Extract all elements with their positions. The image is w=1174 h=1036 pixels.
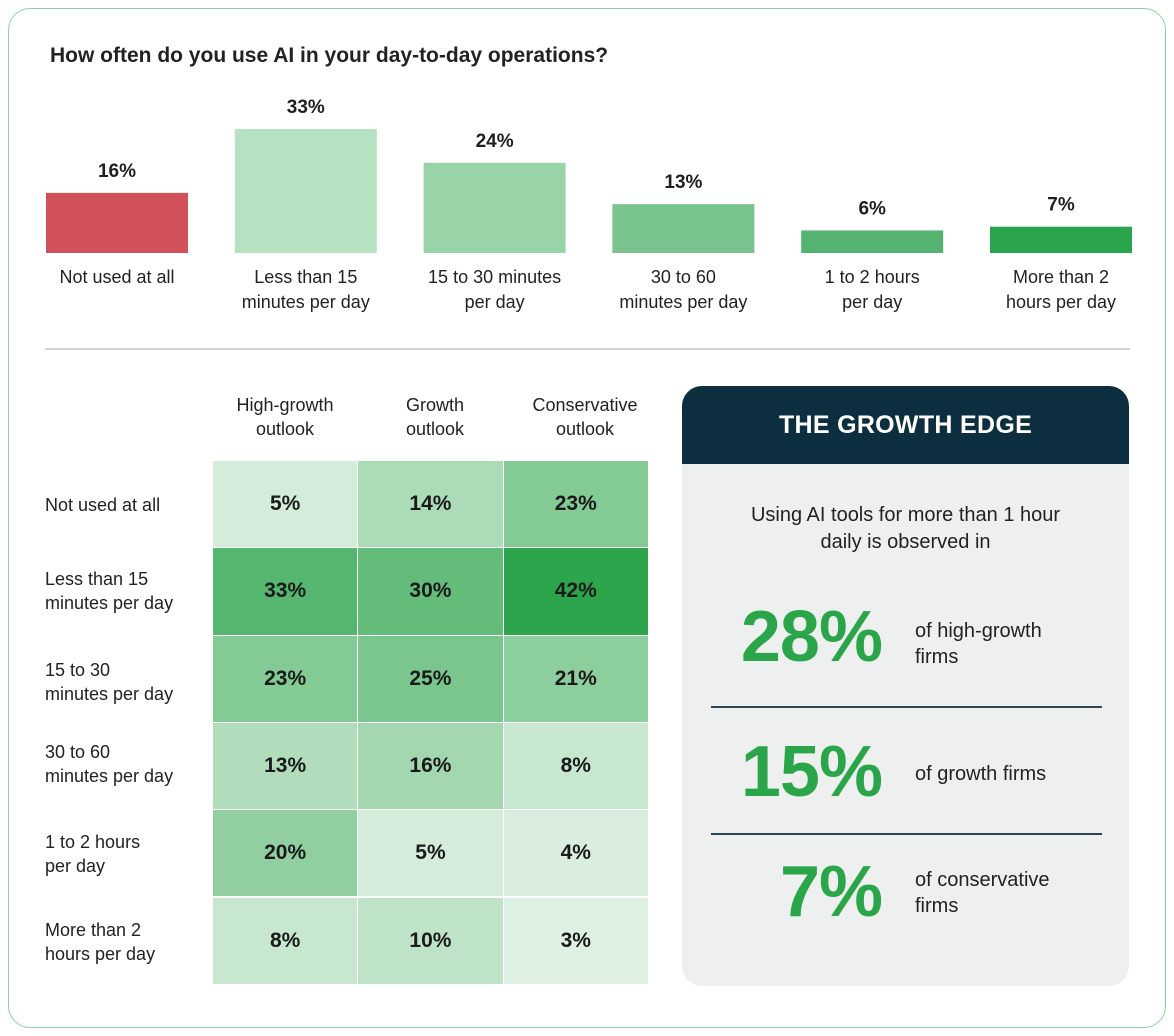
stat-label-line: firms: [915, 646, 959, 668]
stat-value-high-growth: 28%: [740, 597, 883, 677]
col-header-line: outlook: [405, 419, 465, 439]
row-label-line: 15 to 30: [45, 660, 111, 680]
row-label-15-30: 15 to 30 minutes per day: [45, 658, 210, 706]
heatmap-cell: 5%: [358, 810, 504, 898]
stat-label-conservative: of conservative firms: [915, 867, 1115, 919]
stat-divider: [711, 833, 1102, 835]
heatmap-cell: 3%: [503, 897, 649, 985]
stat-value-conservative: 7%: [779, 852, 883, 932]
row-label-line: Not used at all: [45, 495, 161, 515]
bar-value-label: 13%: [664, 172, 702, 193]
row-label-line: minutes per day: [45, 593, 174, 613]
col-header-growth: Growth outlook: [360, 393, 510, 441]
row-label-not-used: Not used at all: [45, 493, 210, 517]
intro-line: Using AI tools for more than 1 hour: [750, 504, 1061, 526]
row-label-more-2: More than 2 hours per day: [45, 918, 210, 966]
heatmap-cell: 30%: [358, 548, 504, 636]
bar-category-label: minutes per day: [242, 292, 370, 312]
bar-category-label: per day: [465, 292, 525, 312]
row-label-line: per day: [45, 856, 106, 876]
bar-category-label: 15 to 30 minutes: [428, 267, 561, 287]
section-divider: [45, 348, 1130, 350]
page-title: How often do you use AI in your day-to-d…: [50, 44, 609, 67]
row-label-1-2-hours: 1 to 2 hours per day: [45, 830, 210, 878]
heatmap-cell: 10%: [358, 897, 504, 985]
growth-edge-title: THE GROWTH EDGE: [682, 386, 1129, 464]
stat-label-growth: of growth firms: [915, 761, 1115, 787]
col-header-high-growth: High-growth outlook: [210, 393, 360, 441]
stat-label-high-growth: of high-growth firms: [915, 618, 1115, 670]
bar-4: [801, 230, 944, 253]
row-label-line: Less than 15: [45, 569, 149, 589]
row-label-line: minutes per day: [45, 766, 174, 786]
row-label-less-15: Less than 15 minutes per day: [45, 567, 210, 615]
heatmap-cell: 42%: [503, 548, 649, 636]
bar-category-label: minutes per day: [619, 292, 747, 312]
heatmap-cell: 33%: [213, 548, 359, 636]
heatmap-cell: 13%: [213, 722, 359, 811]
bar-category-label: hours per day: [1006, 292, 1116, 312]
bar-value-label: 6%: [858, 198, 886, 219]
stat-label-line: of high-growth: [915, 620, 1042, 642]
row-label-line: hours per day: [45, 944, 156, 964]
heatmap-cell: 23%: [213, 635, 359, 723]
bar-chart: 16% Not used at all 33% Less than 15 minutes…: [46, 97, 1132, 312]
growth-edge-intro: Using AI tools for more than 1 hour dail…: [682, 502, 1129, 556]
stat-label-line: of growth firms: [915, 763, 1047, 785]
bar-category-label: Not used at all: [59, 267, 174, 287]
stat-divider: [711, 706, 1102, 708]
row-label-line: 1 to 2 hours: [45, 832, 141, 852]
bar-category-label: More than 2: [1013, 267, 1109, 287]
heatmap-cell: 23%: [503, 461, 649, 549]
row-label-line: More than 2: [45, 920, 142, 940]
heatmap-cell: 20%: [213, 810, 359, 898]
stat-label-line: of conservative: [915, 869, 1050, 891]
bar-1: [234, 129, 377, 253]
growth-edge-panel: THE GROWTH EDGE Using AI tools for more …: [682, 386, 1129, 986]
intro-line: daily is observed in: [820, 531, 991, 553]
row-label-line: minutes per day: [45, 684, 174, 704]
heatmap-cell: 16%: [358, 722, 504, 811]
bar-category-label: 1 to 2 hours: [825, 267, 920, 287]
bar-value-label: 7%: [1047, 195, 1075, 216]
bar-category-label: per day: [842, 292, 902, 312]
bar-2: [423, 162, 566, 253]
heatmap-cell: 4%: [503, 810, 649, 898]
col-header-line: High-growth: [236, 395, 334, 415]
bar-0: [46, 192, 188, 253]
bar-category-label: 30 to 60: [651, 267, 716, 287]
col-header-line: outlook: [255, 419, 315, 439]
bar-value-label: 33%: [287, 97, 325, 118]
bar-value-label: 16%: [98, 161, 136, 182]
heatmap-cell: 8%: [503, 722, 649, 811]
stat-label-line: firms: [915, 895, 959, 917]
col-header-line: outlook: [555, 419, 615, 439]
heatmap-cell: 14%: [358, 461, 504, 549]
heatmap-cell: 25%: [358, 635, 504, 723]
stat-value-growth: 15%: [740, 732, 883, 812]
row-label-30-60: 30 to 60 minutes per day: [45, 740, 210, 788]
heatmap-cell: 21%: [503, 635, 649, 723]
col-header-line: Growth: [405, 395, 465, 415]
row-label-line: 30 to 60: [45, 742, 111, 762]
col-header-conservative: Conservative outlook: [510, 393, 660, 441]
bar-category-label: Less than 15: [254, 267, 357, 287]
bar-5: [990, 226, 1132, 253]
heatmap-cell: 8%: [213, 897, 359, 985]
bar-value-label: 24%: [476, 131, 514, 152]
bar-3: [612, 204, 755, 253]
heatmap-cell: 5%: [213, 461, 359, 549]
col-header-line: Conservative: [532, 395, 638, 415]
